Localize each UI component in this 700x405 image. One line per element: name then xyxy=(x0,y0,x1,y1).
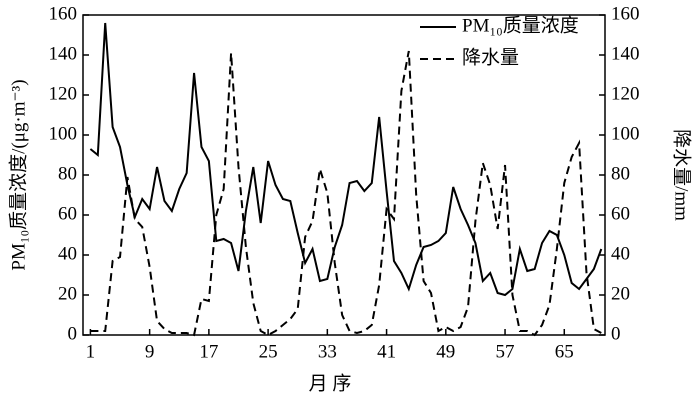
x-tick-label: 17 xyxy=(199,341,218,362)
y-tick-label: 140 xyxy=(49,43,78,64)
y-axis-label: PM₁₀质量浓度/(μg·m⁻³) xyxy=(7,79,29,270)
legend-label: 降水量 xyxy=(462,46,519,68)
x-tick-label: 65 xyxy=(555,341,574,362)
y2-tick-label: 40 xyxy=(611,243,630,264)
y2-tick-label: 120 xyxy=(611,83,640,104)
x-tick-label: 9 xyxy=(145,341,155,362)
x-tick-label: 1 xyxy=(86,341,96,362)
legend-label: PM₁₀质量浓度 xyxy=(462,14,579,36)
x-tick-label: 57 xyxy=(496,341,515,362)
y2-tick-label: 60 xyxy=(611,203,630,224)
y-tick-label: 40 xyxy=(58,243,77,264)
x-tick-label: 49 xyxy=(436,341,455,362)
x-axis-label: 月 序 xyxy=(309,372,352,394)
x-tick-label: 33 xyxy=(318,341,337,362)
x-tick-label: 25 xyxy=(259,341,278,362)
data-line xyxy=(89,22,603,297)
y-tick-label: 160 xyxy=(49,3,78,24)
y-tick-label: 120 xyxy=(49,83,78,104)
y2-tick-label: 160 xyxy=(611,3,640,24)
y-tick-label: 20 xyxy=(58,283,77,304)
y-tick-label: 60 xyxy=(58,203,77,224)
y2-tick-label: 20 xyxy=(611,283,630,304)
y2-tick-label: 100 xyxy=(611,123,640,144)
x-tick-label: 41 xyxy=(377,341,396,362)
y-tick-label: 100 xyxy=(49,123,78,144)
y2-tick-label: 0 xyxy=(611,323,621,344)
y2-tick-label: 140 xyxy=(611,43,640,64)
plot-frame xyxy=(82,14,606,336)
y-tick-label: 80 xyxy=(58,163,77,184)
y2-axis-label: 降水量/mm xyxy=(671,129,693,221)
y2-tick-label: 80 xyxy=(611,163,630,184)
y-tick-label: 0 xyxy=(68,323,78,344)
data-line xyxy=(90,50,602,337)
